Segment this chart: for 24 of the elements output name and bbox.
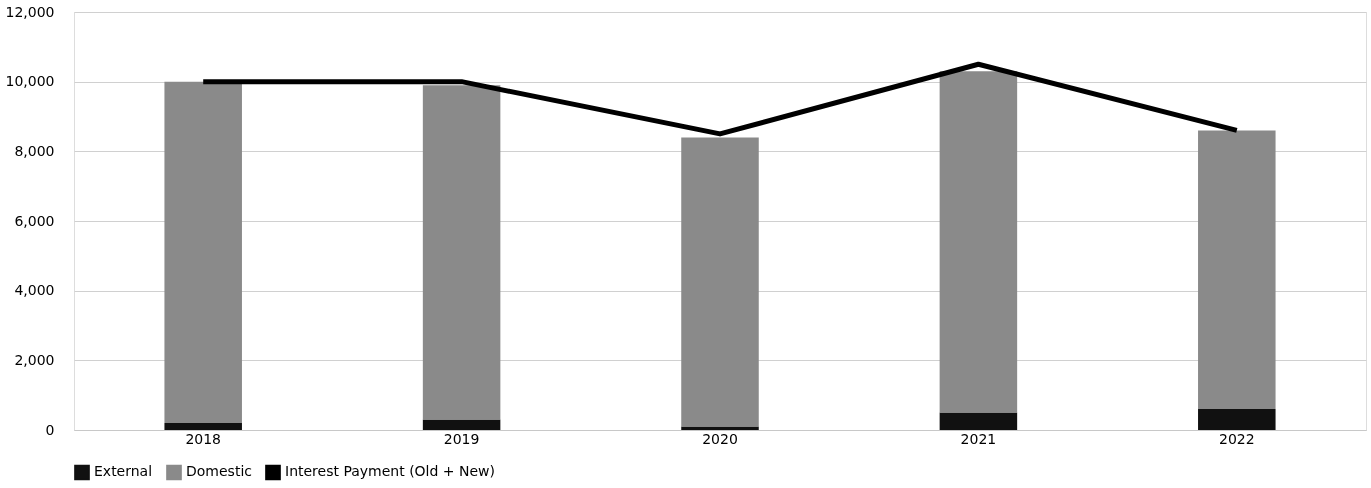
x-tick-label: 2018 — [185, 430, 222, 447]
bar — [1198, 130, 1276, 410]
y-tick-label: 12,000 — [5, 3, 55, 20]
x-tick-label: 2019 — [443, 430, 480, 447]
bar — [681, 137, 759, 427]
bar — [939, 412, 1018, 430]
x-tick-label: 2021 — [960, 430, 997, 447]
bar — [939, 71, 1018, 413]
legend-label: Domestic — [186, 463, 252, 480]
y-tick-label: 0 — [45, 421, 55, 438]
y-tick-label: 8,000 — [14, 142, 55, 159]
bar — [164, 81, 242, 424]
y-tick-label: 4,000 — [14, 282, 55, 299]
legend-label: Interest Payment (Old + New) — [285, 463, 496, 480]
bar — [422, 419, 501, 430]
x-tick-label: 2022 — [1218, 430, 1255, 447]
legend-label: External — [94, 463, 153, 480]
bar — [422, 85, 501, 420]
y-tick-label: 6,000 — [14, 212, 55, 229]
y-tick-label: 2,000 — [14, 351, 55, 368]
bar — [164, 423, 242, 430]
x-tick-label: 2020 — [702, 430, 738, 447]
y-tick-label: 10,000 — [5, 73, 55, 90]
bar — [1198, 409, 1276, 430]
